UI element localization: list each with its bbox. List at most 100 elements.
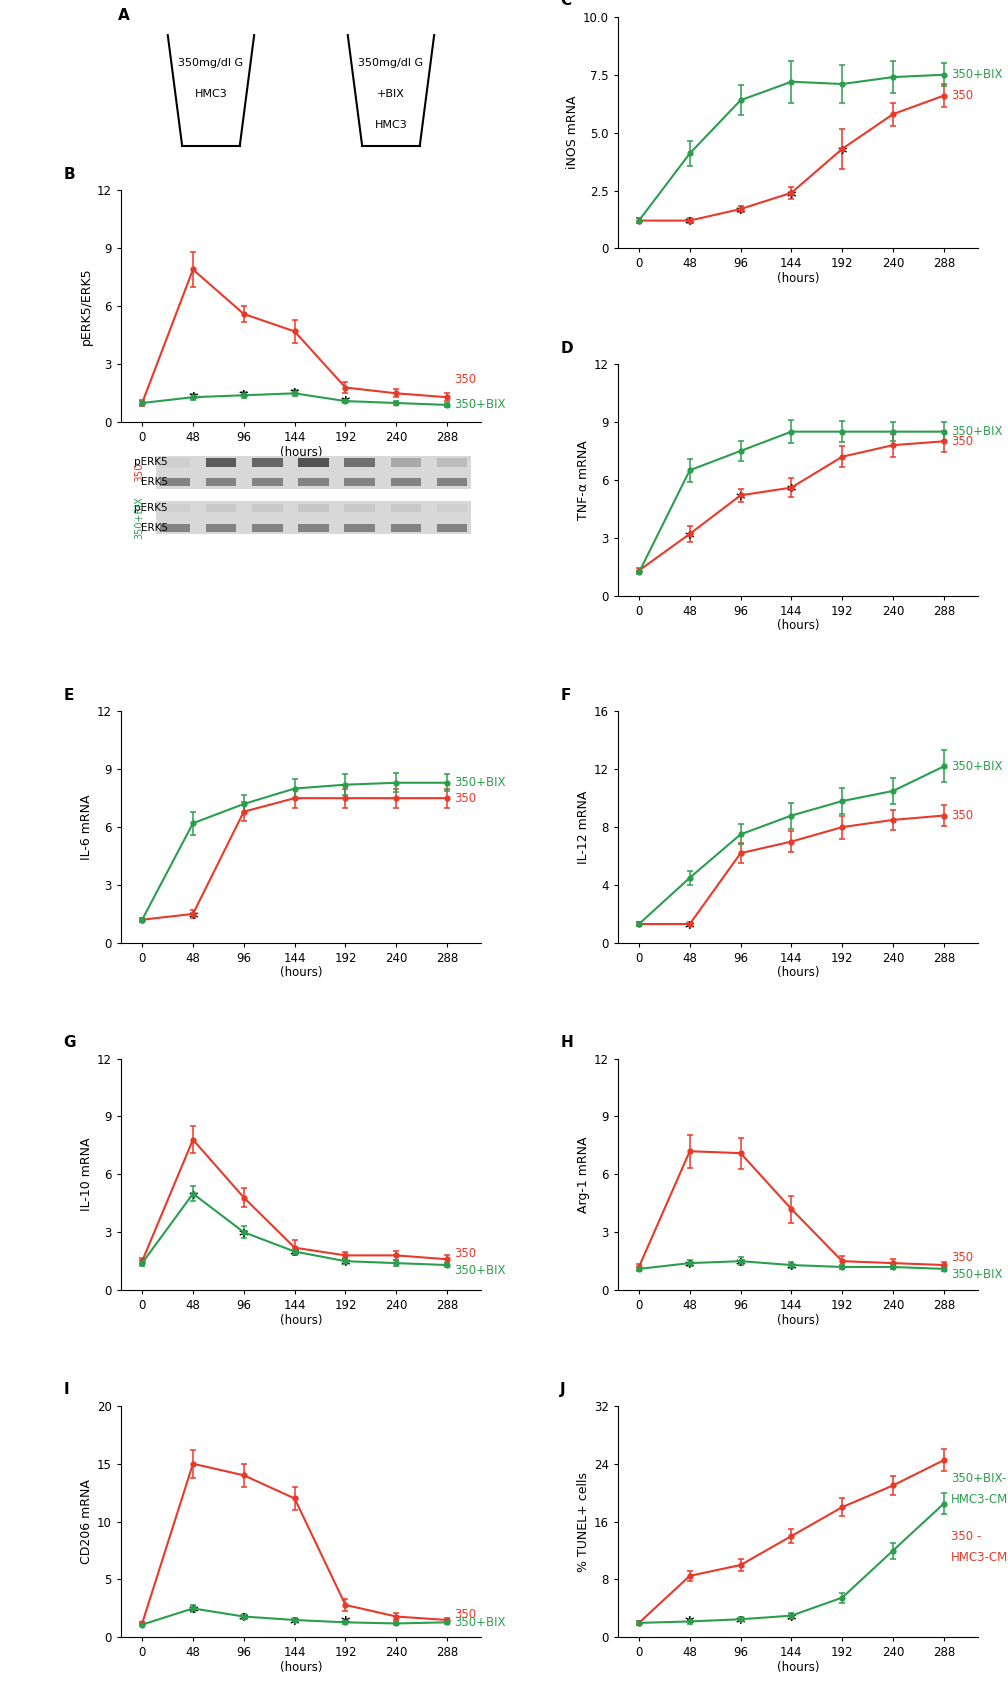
Text: *: * [685,1615,695,1632]
Text: H: H [560,1035,573,1050]
Text: pERK5: pERK5 [134,503,167,513]
Text: 350+BIX-: 350+BIX- [952,1472,1007,1485]
Bar [159,457,191,466]
Bar [436,503,468,511]
Y-axis label: IL-10 mRNA: IL-10 mRNA [80,1138,93,1210]
Bar [391,503,421,511]
Bar [436,523,468,532]
Text: *: * [736,1615,745,1634]
Text: 350+BIX: 350+BIX [952,425,1003,439]
X-axis label: (hours): (hours) [279,966,323,979]
Bar [436,478,468,486]
Text: 350: 350 [952,1251,974,1264]
Text: D: D [560,341,573,356]
Text: E: E [64,687,74,702]
Text: *: * [188,910,198,928]
Bar [206,503,237,511]
Y-axis label: TNF-α mRNA: TNF-α mRNA [577,441,590,520]
Text: *: * [239,388,249,407]
Text: J: J [560,1382,565,1398]
Text: 350+BIX: 350+BIX [952,68,1003,81]
Bar [159,478,191,486]
Bar [298,503,329,511]
X-axis label: (hours): (hours) [776,619,820,631]
Text: *: * [188,1604,198,1622]
Text: C: C [560,0,572,8]
Y-axis label: IL-6 mRNA: IL-6 mRNA [80,795,93,859]
X-axis label: (hours): (hours) [776,1661,820,1674]
Text: *: * [786,189,796,206]
Text: *: * [290,387,299,405]
Text: 350+BIX: 350+BIX [455,776,506,790]
Text: 350+BIX: 350+BIX [455,1615,506,1629]
Text: *: * [341,1258,350,1274]
Text: *: * [685,920,695,939]
Y-axis label: Arg-1 mRNA: Arg-1 mRNA [577,1136,590,1212]
Text: 350+BIX: 350+BIX [134,496,144,538]
Text: B: B [64,167,75,182]
Bar [345,523,375,532]
Text: *: * [685,1259,695,1278]
Bar [206,523,237,532]
Text: 350: 350 [455,792,477,805]
Text: *: * [290,1615,299,1634]
Bar [345,503,375,511]
Bar [252,478,282,486]
Bar [252,523,282,532]
Text: 350+BIX: 350+BIX [455,1264,506,1278]
Text: 350 -: 350 - [952,1529,982,1543]
Y-axis label: CD206 mRNA: CD206 mRNA [80,1479,93,1565]
Text: 350: 350 [952,809,974,822]
Text: I: I [64,1382,69,1398]
Text: *: * [188,392,198,408]
X-axis label: (hours): (hours) [776,966,820,979]
Text: 350+BIX: 350+BIX [455,398,506,412]
Text: HMC3-CM: HMC3-CM [952,1551,1008,1565]
Text: 350: 350 [455,1247,477,1259]
Text: HMC3: HMC3 [375,120,407,130]
Bar [298,478,329,486]
Text: 350: 350 [952,89,974,101]
Text: *: * [239,1612,249,1631]
Y-axis label: IL-12 mRNA: IL-12 mRNA [577,790,590,864]
Text: ERK5: ERK5 [141,478,167,488]
Bar [298,457,329,466]
Text: *: * [239,1229,249,1246]
Bar [156,501,471,533]
X-axis label: (hours): (hours) [279,1661,323,1674]
X-axis label: (hours): (hours) [776,272,820,285]
Bar [252,503,282,511]
Text: *: * [786,483,796,501]
Text: 350+BIX: 350+BIX [952,760,1003,773]
X-axis label: (hours): (hours) [776,1313,820,1327]
Bar [252,457,282,466]
Text: *: * [685,216,695,235]
Bar [156,456,471,488]
Bar [345,457,375,466]
Text: HMC3: HMC3 [195,89,228,100]
Text: *: * [736,204,745,223]
Text: *: * [838,145,847,162]
Text: 350mg/dl G: 350mg/dl G [359,57,423,68]
Text: pERK5: pERK5 [134,457,167,468]
Text: 350: 350 [134,463,144,483]
Bar [159,503,191,511]
Text: *: * [685,530,695,549]
Bar [345,478,375,486]
Text: G: G [64,1035,76,1050]
Text: 350+BIX: 350+BIX [952,1268,1003,1281]
Text: ERK5: ERK5 [141,523,167,533]
X-axis label: (hours): (hours) [279,446,323,459]
Text: HMC3-CM: HMC3-CM [952,1494,1008,1506]
Bar [391,523,421,532]
Y-axis label: pERK5/ERK5: pERK5/ERK5 [80,267,93,344]
Y-axis label: % TUNEL+ cells: % TUNEL+ cells [577,1472,590,1572]
Text: +BIX: +BIX [377,89,405,100]
Text: *: * [290,1247,299,1266]
Bar [206,457,237,466]
Text: A: A [118,8,130,24]
Bar [391,478,421,486]
Bar [298,523,329,532]
Text: *: * [736,1258,745,1274]
X-axis label: (hours): (hours) [279,1313,323,1327]
